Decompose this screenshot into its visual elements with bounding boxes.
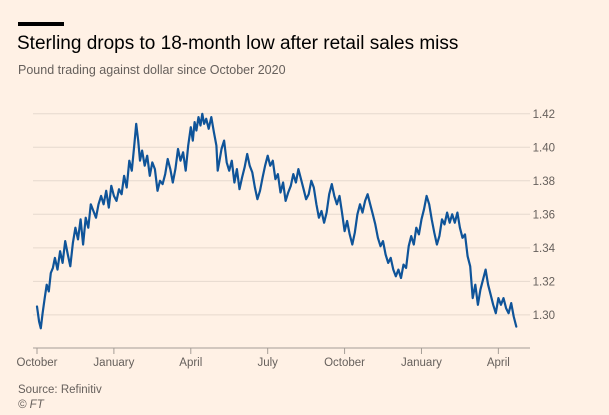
source-note: Source: Refinitiv: [18, 384, 102, 396]
chart-title: Sterling drops to 18-month low after ret…: [17, 33, 459, 54]
line-chart: 1.30 1.32 1.34 1.36 1.38 1.40 1.42 October Janua…: [17, 109, 556, 369]
x-tick-label: January: [93, 357, 134, 369]
y-tick-label: 1.34: [533, 243, 556, 255]
x-tick-label: October: [17, 357, 58, 369]
y-tick-label: 1.36: [533, 209, 555, 221]
ft-header-rule: [18, 22, 64, 26]
x-tick-label: July: [257, 357, 278, 369]
x-tick-label: October: [324, 357, 365, 369]
y-tick-label: 1.38: [533, 176, 555, 188]
y-tick-label: 1.42: [533, 109, 555, 121]
ft-credit: © FT: [18, 399, 44, 411]
y-tick-label: 1.40: [533, 142, 555, 154]
x-tick-label: April: [487, 357, 510, 369]
y-tick-label: 1.32: [533, 276, 555, 288]
y-tick-label: 1.30: [533, 310, 555, 322]
x-tick-label: January: [401, 357, 442, 369]
chart-subtitle: Pound trading against dollar since Octob…: [18, 63, 286, 77]
series-line-gbp-usd: [35, 112, 518, 330]
x-tick-label: April: [179, 357, 202, 369]
